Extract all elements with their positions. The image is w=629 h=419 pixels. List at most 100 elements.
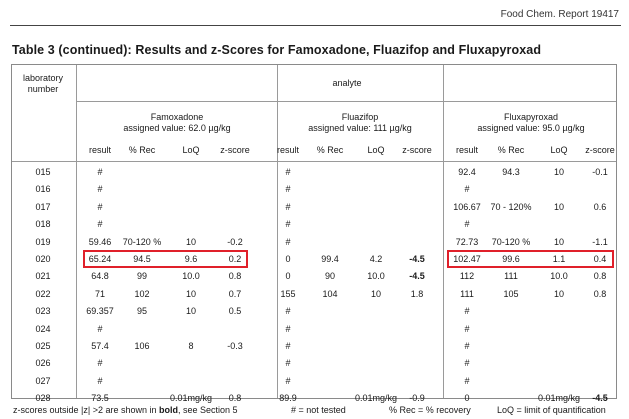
table-cell: 0.2	[228, 254, 242, 264]
table-cell: -4.5	[409, 271, 425, 282]
table-cell: 104	[322, 288, 338, 299]
table-cell: #	[285, 184, 291, 195]
table-cell: 72.73	[455, 236, 479, 247]
table-cell: #	[285, 167, 291, 177]
group-name: Fluxapyroxad	[503, 112, 559, 122]
table-cell: #	[464, 341, 470, 351]
table-cell: #	[464, 323, 470, 334]
column-header: LoQ	[550, 145, 568, 155]
table-cell: 65.24	[88, 254, 112, 264]
column-header: LoQ	[182, 145, 200, 155]
table-cell: #	[97, 219, 103, 230]
lab-number: 027	[35, 375, 51, 386]
table-cell: 10	[185, 236, 197, 247]
lab-number: 024	[35, 323, 51, 334]
column-divider	[277, 65, 278, 398]
table-cell: 4.2	[369, 254, 383, 264]
table-cell: 59.46	[88, 236, 112, 247]
table-cell: 99.4	[321, 254, 339, 264]
footnote-zscore-suffix: , see Section 5	[178, 405, 238, 415]
table-cell: #	[464, 306, 470, 317]
lab-number: 023	[35, 306, 51, 317]
table-cell: #	[285, 323, 291, 334]
table-cell: 8	[188, 341, 194, 351]
table-cell: 95	[136, 306, 148, 317]
table-cell: 0.6	[593, 201, 607, 212]
table-cell: 10	[553, 236, 565, 247]
analyte-header: analyte	[332, 78, 362, 88]
table-cell: 105	[503, 288, 519, 299]
table-cell: 10.0	[367, 271, 385, 282]
footnote-zscore-prefix: z-scores outside |z| >2 are shown in	[13, 405, 159, 415]
table-cell: 94.3	[502, 167, 520, 177]
table-cell: 90	[324, 271, 336, 282]
table-cell: 70-120 %	[122, 236, 162, 247]
table-cell: 102	[134, 288, 150, 299]
table-cell: 112	[459, 271, 475, 282]
lab-number: 016	[35, 184, 51, 195]
table-cell: 73.5	[91, 393, 109, 404]
table-cell: 89.9	[279, 393, 297, 404]
footnote-zscore: z-scores outside |z| >2 are shown in bol…	[13, 405, 238, 415]
footnote-not-tested: # = not tested	[291, 405, 346, 415]
table-cell: 10	[370, 288, 382, 299]
table-cell: 0	[285, 254, 291, 264]
table-cell: 0	[464, 393, 470, 404]
table-cell: 0.5	[228, 306, 242, 317]
table-cell: 106	[134, 341, 150, 351]
table-cell: 70 - 120%	[490, 201, 532, 212]
column-header: result	[88, 145, 112, 155]
column-header: % Rec	[497, 145, 525, 155]
lab-number: 021	[35, 271, 51, 282]
header-rule-analyte	[76, 101, 616, 102]
table-cell: #	[97, 323, 103, 334]
group-assigned-value: assigned value: 62.0 µg/kg	[123, 123, 231, 133]
table-cell: -1.1	[592, 236, 608, 247]
lab-number-header: number	[27, 84, 59, 94]
table-cell: 92.4	[458, 167, 476, 177]
lab-number: 015	[35, 167, 51, 177]
report-header: Food Chem. Report 19417	[500, 9, 619, 20]
table-cell: 1.1	[552, 254, 566, 264]
table-cell: #	[285, 236, 291, 247]
table-cell: 94.5	[133, 254, 151, 264]
table-cell: 10.0	[182, 271, 200, 282]
table-cell: #	[285, 375, 291, 386]
column-header: % Rec	[316, 145, 344, 155]
footnote-recovery: % Rec = % recovery	[389, 405, 471, 415]
table-cell: 10.0	[550, 271, 568, 282]
table-cell: -0.3	[227, 341, 243, 351]
column-header: z-score	[585, 145, 615, 155]
table-cell: 155	[280, 288, 296, 299]
column-header: result	[455, 145, 479, 155]
table-cell: 0.7	[228, 288, 242, 299]
table-cell: #	[97, 201, 103, 212]
table-cell: -4.5	[409, 254, 425, 264]
table-cell: 0.8	[228, 271, 242, 282]
table-cell: #	[97, 358, 103, 369]
lab-number: 018	[35, 219, 51, 230]
table-cell: #	[97, 167, 103, 177]
table-cell: 111	[460, 288, 474, 299]
header-rule-columns	[12, 161, 616, 162]
table-cell: 10	[553, 288, 565, 299]
table-cell: 0.4	[593, 254, 607, 264]
table-title: Table 3 (continued): Results and z-Score…	[12, 43, 542, 57]
table-cell: 10	[185, 306, 197, 317]
table-cell: -0.2	[227, 236, 243, 247]
table-cell: 10	[553, 167, 565, 177]
column-divider	[76, 65, 77, 398]
table-cell: #	[464, 358, 470, 369]
lab-number-header: laboratory	[22, 73, 64, 83]
lab-number: 017	[35, 201, 51, 212]
table-cell: #	[464, 219, 470, 230]
table-cell: -0.9	[409, 393, 425, 404]
table-cell: 106.67	[453, 201, 481, 212]
lab-number: 019	[35, 236, 51, 247]
table-cell: #	[285, 306, 291, 317]
group-assigned-value: assigned value: 95.0 µg/kg	[477, 123, 585, 133]
column-header: z-score	[402, 145, 432, 155]
table-cell: 0	[285, 271, 291, 282]
lab-number: 026	[35, 358, 51, 369]
table-cell: #	[285, 341, 291, 351]
